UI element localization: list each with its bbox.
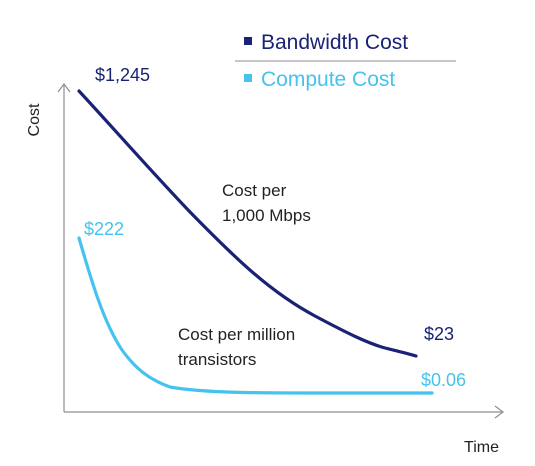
x-axis-label: Time bbox=[464, 439, 499, 456]
bandwidth-annotation-line-0: Cost per bbox=[222, 181, 287, 200]
x-axis-arrow bbox=[494, 405, 504, 419]
legend-swatch-bandwidth bbox=[244, 37, 252, 45]
legend-label-compute: Compute Cost bbox=[261, 68, 395, 91]
compute-annotation-line-0: Cost per million bbox=[178, 325, 295, 344]
bandwidth-annotation: Cost per 1,000 Mbps bbox=[222, 181, 311, 225]
compute-start-label: $222 bbox=[84, 219, 124, 239]
legend: Bandwidth Cost Compute Cost bbox=[235, 31, 456, 91]
y-axis-label: Cost bbox=[26, 103, 43, 136]
bandwidth-start-label: $1,245 bbox=[95, 65, 150, 85]
y-axis-arrow bbox=[57, 83, 71, 93]
bandwidth-end-label: $23 bbox=[424, 324, 454, 344]
compute-annotation-line-1: transistors bbox=[178, 350, 256, 369]
legend-swatch-compute bbox=[244, 74, 252, 82]
bandwidth-cost-line bbox=[77, 89, 418, 358]
compute-annotation: Cost per million transistors bbox=[178, 325, 295, 369]
legend-label-bandwidth: Bandwidth Cost bbox=[261, 31, 408, 54]
compute-end-label: $0.06 bbox=[421, 370, 466, 390]
axes: Cost Time bbox=[26, 83, 504, 456]
bandwidth-annotation-line-1: 1,000 Mbps bbox=[222, 206, 311, 225]
compute-cost-line bbox=[77, 236, 434, 395]
